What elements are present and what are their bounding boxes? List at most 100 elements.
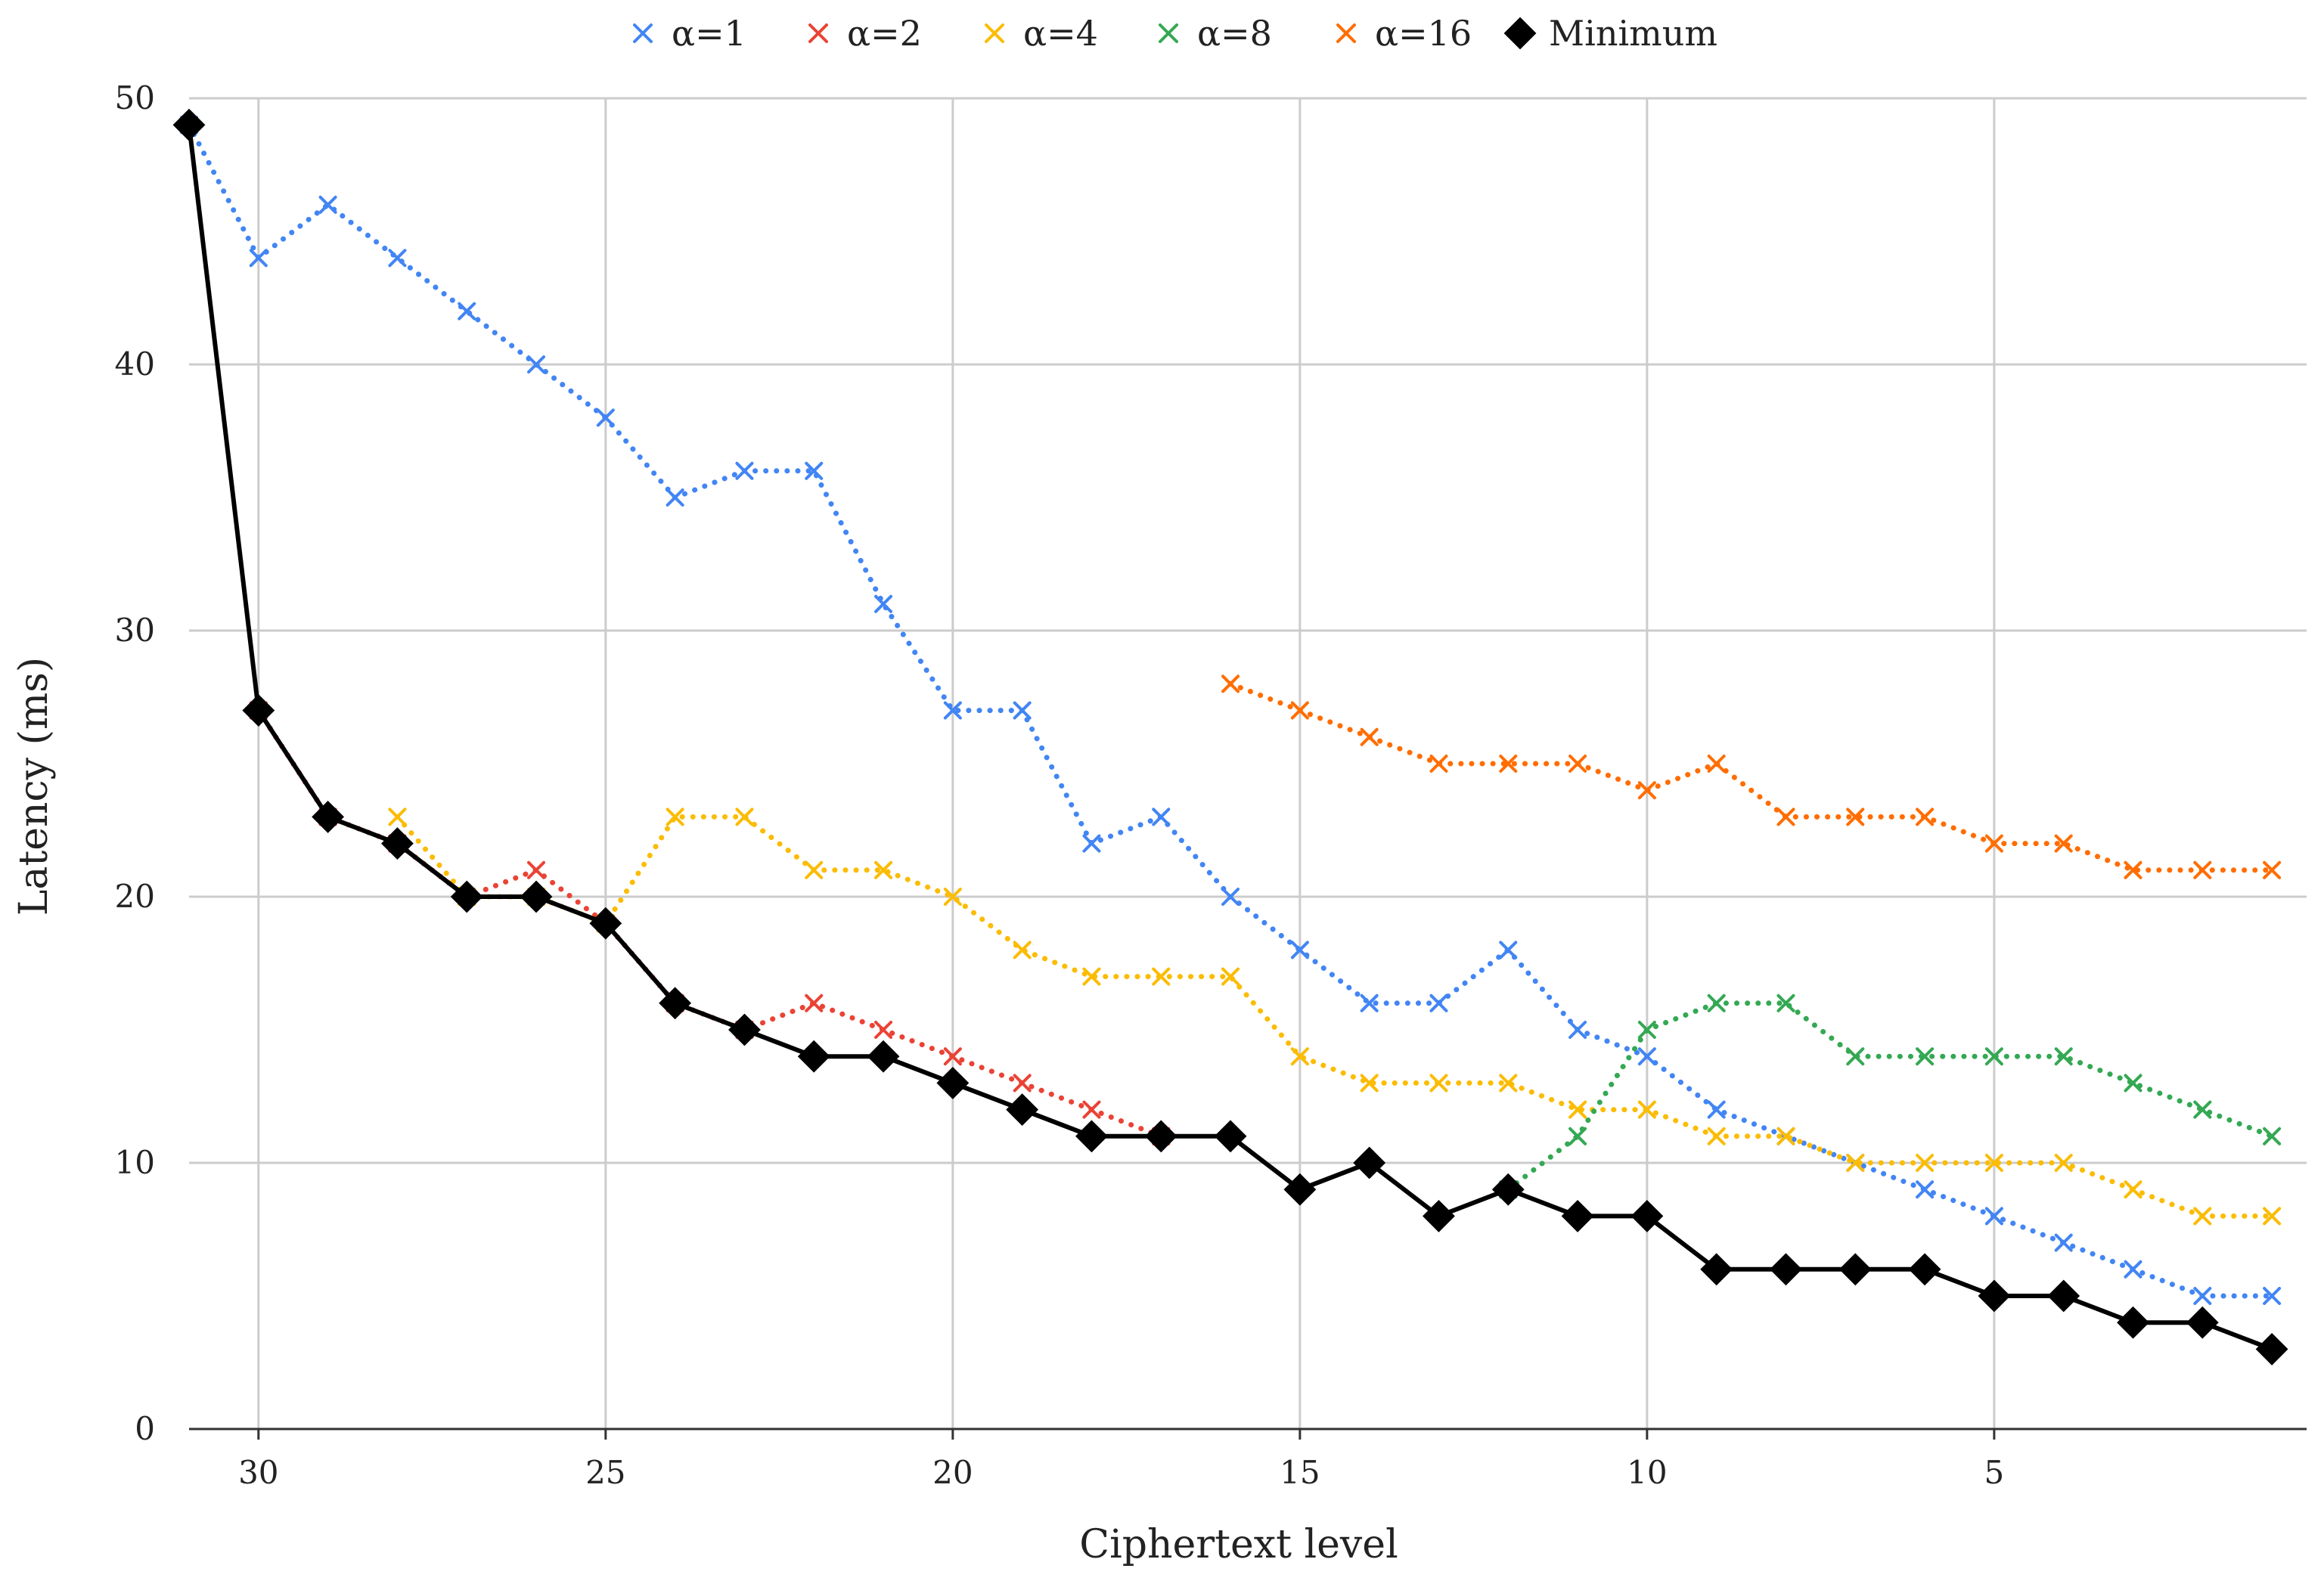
series-line-alpha-16 xyxy=(1227,680,2275,873)
data-point-alpha-4 xyxy=(1637,1100,1656,1119)
y-tick-label: 30 xyxy=(115,612,155,649)
data-point-alpha-8 xyxy=(1776,993,1795,1012)
data-point-alpha-1 xyxy=(1916,1180,1935,1199)
data-point-alpha-16 xyxy=(1429,755,1448,773)
grid xyxy=(189,97,2307,1429)
y-tick-label: 20 xyxy=(115,878,155,915)
data-point-minimum xyxy=(589,907,622,940)
data-point-alpha-1 xyxy=(1568,1021,1587,1039)
data-point-alpha-16 xyxy=(1221,674,1240,693)
data-point-alpha-1 xyxy=(1290,941,1309,959)
data-point-minimum xyxy=(1631,1199,1664,1232)
data-point-alpha-4 xyxy=(666,807,684,826)
data-point-alpha-2 xyxy=(527,860,546,879)
data-point-alpha-4 xyxy=(1360,1074,1379,1093)
data-point-alpha-8 xyxy=(2263,1127,2282,1145)
legend-label: α=16 xyxy=(1375,13,1472,54)
data-point-alpha-16 xyxy=(1637,781,1656,800)
data-point-alpha-1 xyxy=(1429,993,1448,1012)
data-point-minimum xyxy=(867,1040,900,1073)
data-point-minimum xyxy=(380,827,414,860)
data-point-alpha-16 xyxy=(1984,834,2003,853)
data-point-minimum xyxy=(1214,1120,1247,1153)
plot-area xyxy=(172,108,2288,1365)
series-line-alpha-2 xyxy=(256,708,1164,1139)
legend-item-alpha-4: α=4 xyxy=(985,13,1098,54)
data-point-minimum xyxy=(659,987,692,1020)
data-point-alpha-16 xyxy=(1360,727,1379,746)
data-point-minimum xyxy=(520,880,553,913)
data-point-alpha-16 xyxy=(2054,834,2073,853)
legend-marker xyxy=(1336,23,1356,43)
data-point-alpha-1 xyxy=(1013,701,1032,720)
data-point-alpha-1 xyxy=(1637,1047,1656,1066)
data-point-alpha-16 xyxy=(2193,860,2212,879)
x-tick-label: 5 xyxy=(1984,1454,2005,1491)
data-point-minimum xyxy=(242,694,275,727)
data-point-alpha-16 xyxy=(1916,807,1935,826)
data-point-minimum xyxy=(1838,1253,1872,1286)
data-point-alpha-4 xyxy=(1568,1100,1587,1119)
data-point-alpha-4 xyxy=(805,860,824,879)
data-point-minimum xyxy=(450,880,483,913)
data-point-minimum xyxy=(797,1040,830,1073)
series-line-alpha-4 xyxy=(394,814,2275,1219)
data-point-minimum xyxy=(1144,1120,1178,1153)
series-alpha-1 xyxy=(180,116,2282,1305)
data-point-minimum xyxy=(1770,1253,1802,1286)
series-alpha-16 xyxy=(1221,674,2282,879)
data-point-alpha-4 xyxy=(2263,1207,2282,1226)
data-point-alpha-1 xyxy=(1082,834,1101,853)
data-point-alpha-1 xyxy=(2054,1233,2073,1252)
data-point-alpha-1 xyxy=(805,461,824,480)
legend-label: α=2 xyxy=(847,13,922,54)
series-minimum xyxy=(172,108,2288,1365)
series-alpha-4 xyxy=(388,807,2282,1226)
data-point-alpha-16 xyxy=(1846,807,1865,826)
data-point-alpha-1 xyxy=(874,594,893,613)
y-axis-title: Latency (ms) xyxy=(11,657,57,916)
legend-label: Minimum xyxy=(1549,13,1717,54)
data-point-minimum xyxy=(728,1013,761,1046)
series-alpha-8 xyxy=(1499,993,2282,1199)
data-point-alpha-16 xyxy=(2124,860,2142,879)
data-point-alpha-4 xyxy=(874,860,893,879)
data-point-minimum xyxy=(2047,1279,2080,1313)
data-point-minimum xyxy=(2117,1306,2149,1339)
legend-item-alpha-1: α=1 xyxy=(633,13,746,54)
data-point-alpha-1 xyxy=(458,302,476,321)
data-point-alpha-4 xyxy=(943,888,962,906)
data-point-alpha-16 xyxy=(1290,701,1309,720)
data-point-alpha-4 xyxy=(1290,1047,1309,1066)
axes: 0 10 20 30 40 50 30 25 20 15 10 5 xyxy=(115,79,2307,1491)
data-point-alpha-8 xyxy=(1637,1021,1656,1039)
data-point-alpha-4 xyxy=(1499,1074,1518,1093)
data-point-alpha-4 xyxy=(735,807,754,826)
data-point-alpha-1 xyxy=(318,195,337,214)
data-point-alpha-4 xyxy=(388,807,407,826)
x-tick-label: 15 xyxy=(1280,1454,1320,1491)
data-point-minimum xyxy=(1283,1173,1317,1206)
data-point-minimum xyxy=(1006,1093,1039,1127)
data-point-alpha-8 xyxy=(1984,1047,2003,1066)
data-point-alpha-4 xyxy=(1846,1154,1865,1172)
data-point-minimum xyxy=(2255,1332,2288,1365)
legend: α=1 α=2 α=4 α=8 α=16 Minimum xyxy=(633,13,1717,54)
x-tick-label: 25 xyxy=(585,1454,625,1491)
data-point-alpha-16 xyxy=(1568,755,1587,773)
data-point-minimum xyxy=(1423,1199,1455,1232)
legend-item-alpha-8: α=8 xyxy=(1159,13,1272,54)
legend-marker xyxy=(633,23,653,43)
data-point-alpha-16 xyxy=(2263,860,2282,879)
data-point-alpha-4 xyxy=(1429,1074,1448,1093)
data-point-alpha-4 xyxy=(1082,967,1101,986)
series-alpha-2 xyxy=(249,701,1171,1145)
data-point-alpha-1 xyxy=(943,701,962,720)
data-point-minimum xyxy=(1075,1120,1108,1153)
data-point-alpha-1 xyxy=(249,249,268,268)
data-point-minimum xyxy=(1908,1253,1941,1286)
data-point-alpha-4 xyxy=(1221,967,1240,986)
data-point-minimum xyxy=(1978,1279,2011,1313)
data-point-alpha-2 xyxy=(943,1047,962,1066)
data-point-alpha-16 xyxy=(1776,807,1795,826)
